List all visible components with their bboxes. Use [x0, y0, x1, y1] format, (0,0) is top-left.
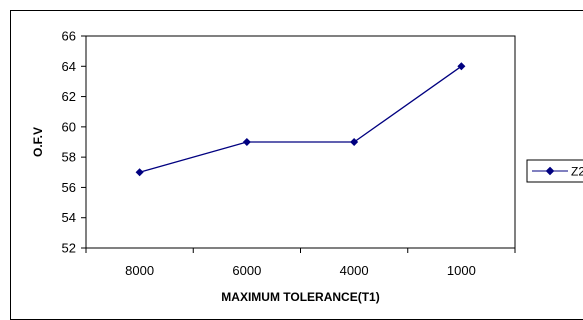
- y-axis-title: O.F.V: [31, 127, 45, 157]
- x-axis: 8000 6000 4000 1000: [85, 248, 516, 278]
- y-tick-label: 66: [62, 29, 76, 44]
- legend-marker: [545, 166, 555, 176]
- series-line-z2: [139, 65, 462, 173]
- y-axis: 52 54 56 58 60 62 64 66: [62, 29, 86, 256]
- x-tick-label: 8000: [125, 263, 154, 278]
- data-point: [135, 168, 144, 177]
- x-axis-title: MAXIMUM TOLERANCE(T1): [221, 290, 379, 304]
- legend: Z2: [526, 159, 583, 183]
- data-point: [457, 62, 466, 71]
- y-tick-label: 64: [62, 59, 76, 74]
- y-tick-label: 54: [62, 210, 76, 225]
- y-tick-label: 56: [62, 180, 76, 195]
- y-tick-label: 58: [62, 150, 76, 165]
- x-tick-label: 1000: [447, 263, 476, 278]
- data-point: [350, 137, 359, 147]
- data-point: [242, 137, 251, 147]
- series-layer: [135, 62, 466, 177]
- legend-label: Z2: [571, 165, 583, 179]
- x-tick-label: 6000: [232, 263, 261, 278]
- x-tick-label: 4000: [340, 263, 369, 278]
- y-tick-label: 62: [62, 89, 76, 104]
- y-tick-label: 52: [62, 241, 76, 256]
- y-tick-label: 60: [62, 119, 76, 134]
